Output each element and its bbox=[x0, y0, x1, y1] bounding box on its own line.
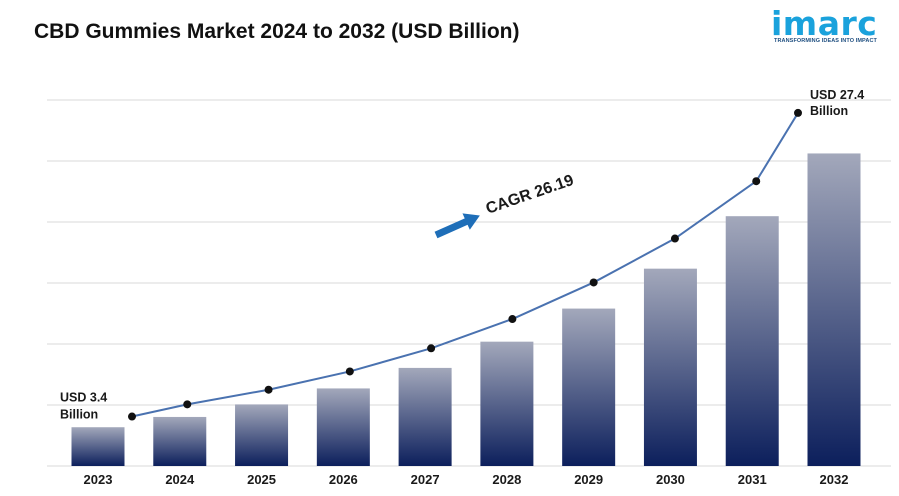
line-point-2025 bbox=[264, 385, 273, 394]
bar-2023 bbox=[71, 427, 125, 466]
bars bbox=[71, 153, 861, 467]
cagr-label: CAGR 26.19 bbox=[484, 172, 576, 218]
chart-title: CBD Gummies Market 2024 to 2032 (USD Bil… bbox=[34, 20, 520, 43]
logo-wordmark: imarc bbox=[771, 4, 878, 43]
start-value-label: USD 3.4 bbox=[60, 391, 107, 405]
bar-2024 bbox=[153, 416, 207, 466]
x-tick-label: 2031 bbox=[738, 472, 767, 487]
cagr-arrow-icon bbox=[434, 213, 480, 239]
end-value-label: USD 27.4 bbox=[810, 88, 864, 102]
x-tick-label: 2029 bbox=[574, 472, 603, 487]
line-point-2032 bbox=[794, 108, 802, 117]
x-tick-label: 2023 bbox=[84, 472, 113, 487]
x-tick-label: 2032 bbox=[820, 472, 849, 487]
x-tick-label: 2025 bbox=[247, 472, 276, 487]
trend-line-path bbox=[131, 112, 799, 418]
x-axis-tick-labels: 2023 2024 2025 2026 2027 2028 2029 2030 2031 2032 bbox=[84, 472, 849, 487]
line-point-2026 bbox=[345, 367, 354, 376]
x-tick-label: 2028 bbox=[492, 472, 521, 487]
end-value-label: Billion bbox=[810, 104, 848, 118]
x-tick-label: 2030 bbox=[656, 472, 685, 487]
bar-2026 bbox=[316, 388, 370, 466]
bar-2032 bbox=[807, 153, 861, 467]
line-point-2024 bbox=[183, 400, 192, 409]
line-point-2028 bbox=[508, 315, 517, 324]
bar-2025 bbox=[235, 404, 289, 466]
start-value-label: Billion bbox=[60, 408, 98, 422]
x-tick-label: 2027 bbox=[411, 472, 440, 487]
logo-tagline: TRANSFORMING IDEAS INTO IMPACT bbox=[774, 38, 878, 44]
bar-2027 bbox=[398, 367, 452, 466]
imarc-logo: imarc TRANSFORMING IDEAS INTO IMPACT bbox=[771, 4, 889, 50]
line-point-2030 bbox=[670, 234, 679, 243]
bar-2029 bbox=[562, 308, 616, 466]
x-tick-label: 2026 bbox=[329, 472, 358, 487]
line-point-2029 bbox=[589, 278, 598, 287]
bar-2028 bbox=[480, 341, 534, 466]
line-point-2023 bbox=[128, 412, 136, 421]
x-tick-label: 2024 bbox=[165, 472, 195, 487]
trend-line bbox=[128, 108, 802, 421]
line-point-2027 bbox=[427, 344, 436, 353]
line-point-2031 bbox=[752, 177, 761, 186]
bar-2030 bbox=[643, 268, 697, 466]
bar-2031 bbox=[725, 216, 779, 466]
